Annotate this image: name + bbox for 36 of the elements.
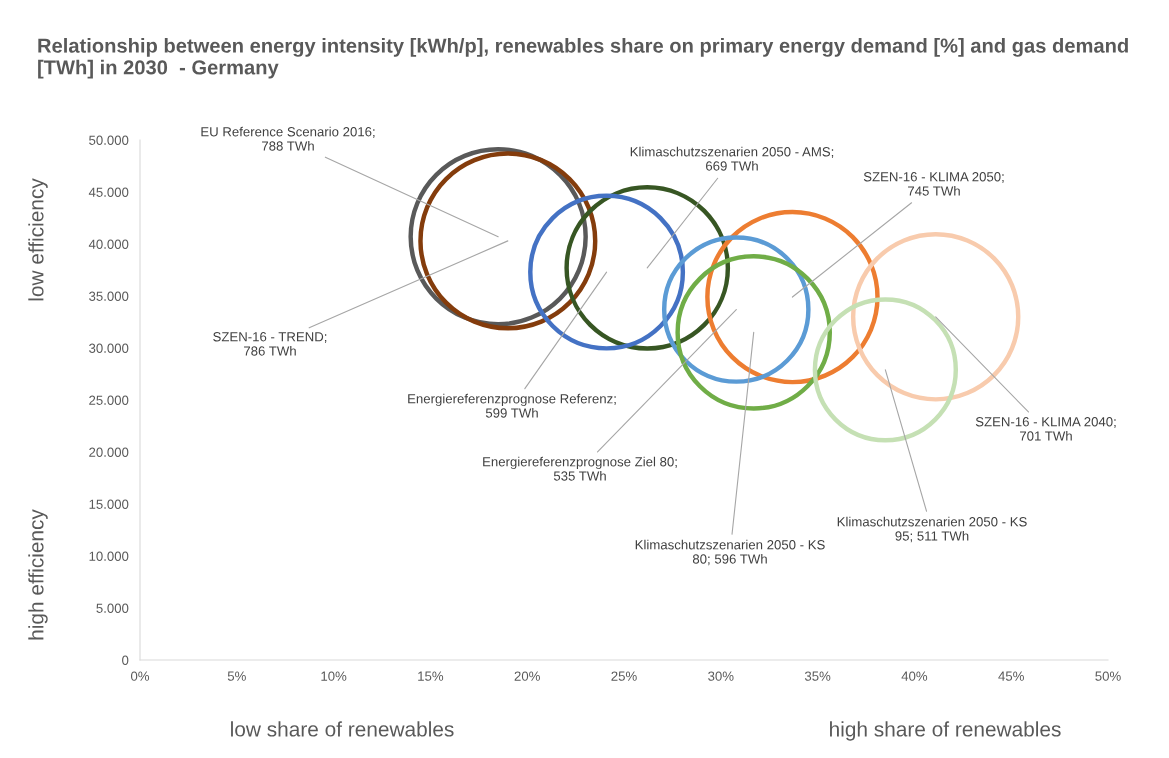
text: high share of renewables — [830, 721, 1061, 741]
y-tick-label: 30.000 — [89, 343, 129, 353]
text: high efficiency — [28, 509, 48, 640]
y-tick-label: 25.000 — [89, 395, 129, 405]
y-tick-label: 0 — [122, 655, 129, 665]
y-tick-label: 5.000 — [96, 603, 129, 613]
annotation: Energiereferenzprognose Referenz; 599 TWh — [408, 393, 616, 418]
x-tick-label: 0% — [130, 671, 150, 681]
annotation: EU Reference Scenario 2016; 788 TWh — [201, 126, 375, 151]
x-tick-label: 5% — [227, 671, 246, 681]
x-tick-label: 35% — [804, 671, 831, 681]
annotation: Klimaschutzszenarien 2050 - AMS; 669 TWh — [630, 146, 834, 171]
annotation: SZEN-16 - KLIMA 2050; 745 TWh — [863, 172, 1004, 196]
x-tick-label: 40% — [901, 671, 928, 681]
y-tick-label: 45.000 — [88, 187, 129, 197]
y-tick-label: 35.000 — [89, 291, 129, 301]
y-tick-label: 10.000 — [89, 551, 129, 561]
x-tick-label: 50% — [1095, 671, 1121, 681]
y-tick-label: 15.000 — [89, 499, 129, 509]
chart-title: Relationship between energy intensity [kWh/p], renewables share on primary energy demand [%] and gas demand [TWh] in 2030 - Germany — [38, 38, 1128, 79]
x-tick-label: 30% — [708, 671, 734, 681]
y-tick-label: 40.000 — [88, 239, 129, 249]
annotation: Klimaschutzszenarien 2050 - KS 80; 596 TWh — [635, 539, 825, 566]
x-tick-label: 45% — [998, 671, 1024, 681]
y-tick-label: 20.000 — [89, 447, 129, 457]
x-tick-label: 25% — [611, 671, 637, 681]
annotation: Energiereferenzprognose Ziel 80; 535 TWh — [483, 456, 677, 481]
x-tick-label: 10% — [321, 671, 347, 681]
x-tick-label: 20% — [514, 671, 540, 681]
y-tick-label: 50.000 — [89, 135, 129, 145]
annotation: SZEN-16 - KLIMA 2040; 701 TWh — [975, 417, 1116, 441]
annotation: SZEN-16 - TREND; 786 TWh — [213, 332, 327, 356]
text: low share of renewables — [231, 721, 454, 737]
x-tick-label: 15% — [418, 671, 444, 681]
annotation: Klimaschutzszenarien 2050 - KS 95; 511 TWh — [837, 516, 1027, 543]
text: low efficiency — [28, 178, 48, 301]
